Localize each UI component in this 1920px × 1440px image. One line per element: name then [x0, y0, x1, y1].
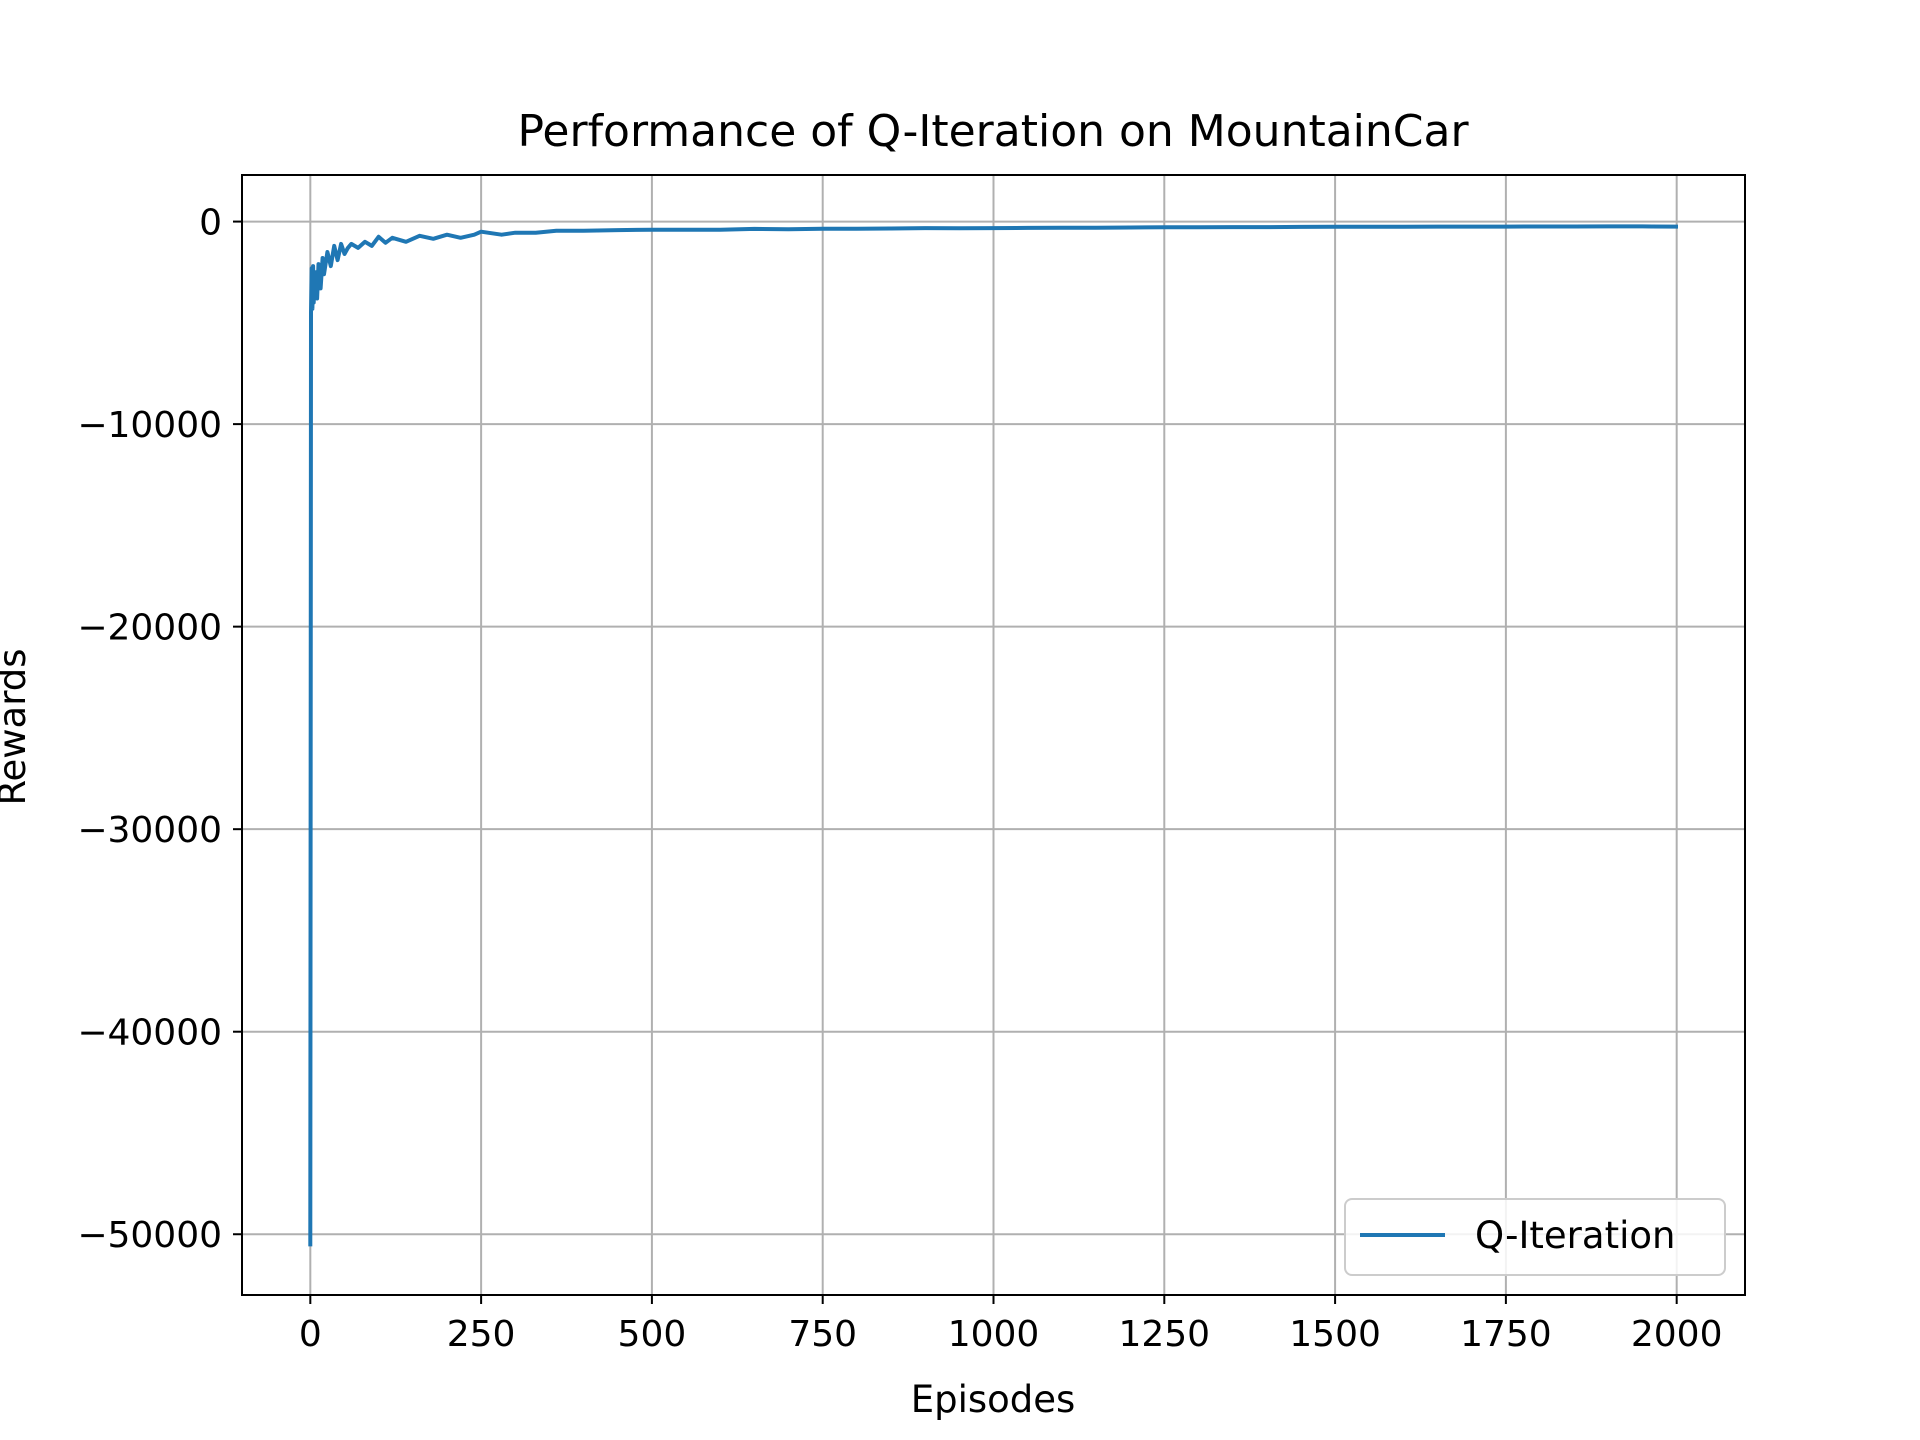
- legend: Q-Iteration: [1344, 1198, 1726, 1276]
- x-tick-label: 1000: [948, 1314, 1040, 1355]
- chart-title: Performance of Q-Iteration on MountainCa…: [517, 106, 1469, 157]
- x-tick-label: 1250: [1118, 1314, 1210, 1355]
- x-axis-label: Episodes: [911, 1378, 1076, 1421]
- x-tick-label: 250: [447, 1314, 516, 1355]
- x-axis: 0 250 500 750 1000 1250 1500 1750 2000: [299, 1295, 1723, 1355]
- y-tick-label: −50000: [77, 1215, 222, 1256]
- legend-box: [1344, 1198, 1726, 1276]
- y-tick-label: −20000: [77, 608, 222, 649]
- grid: [242, 175, 1745, 1295]
- x-tick-label: 1500: [1289, 1314, 1381, 1355]
- y-axis-label: Rewards: [0, 648, 34, 805]
- plot-area: [308, 224, 1679, 1247]
- series-line-q-iteration: [308, 224, 1679, 1247]
- y-tick-label: −30000: [77, 810, 222, 851]
- y-tick-label: −10000: [77, 405, 222, 446]
- x-tick-label: 0: [299, 1314, 322, 1355]
- x-tick-label: 2000: [1631, 1314, 1723, 1355]
- y-tick-label: −40000: [77, 1013, 222, 1054]
- legend-label-q-iteration: Q-Iteration: [1475, 1214, 1675, 1257]
- y-axis: 0 −10000 −20000 −30000 −40000 −50000: [77, 203, 242, 1256]
- x-tick-label: 1750: [1460, 1314, 1552, 1355]
- x-tick-label: 500: [618, 1314, 687, 1355]
- y-tick-label: 0: [199, 203, 222, 244]
- x-tick-label: 750: [788, 1314, 857, 1355]
